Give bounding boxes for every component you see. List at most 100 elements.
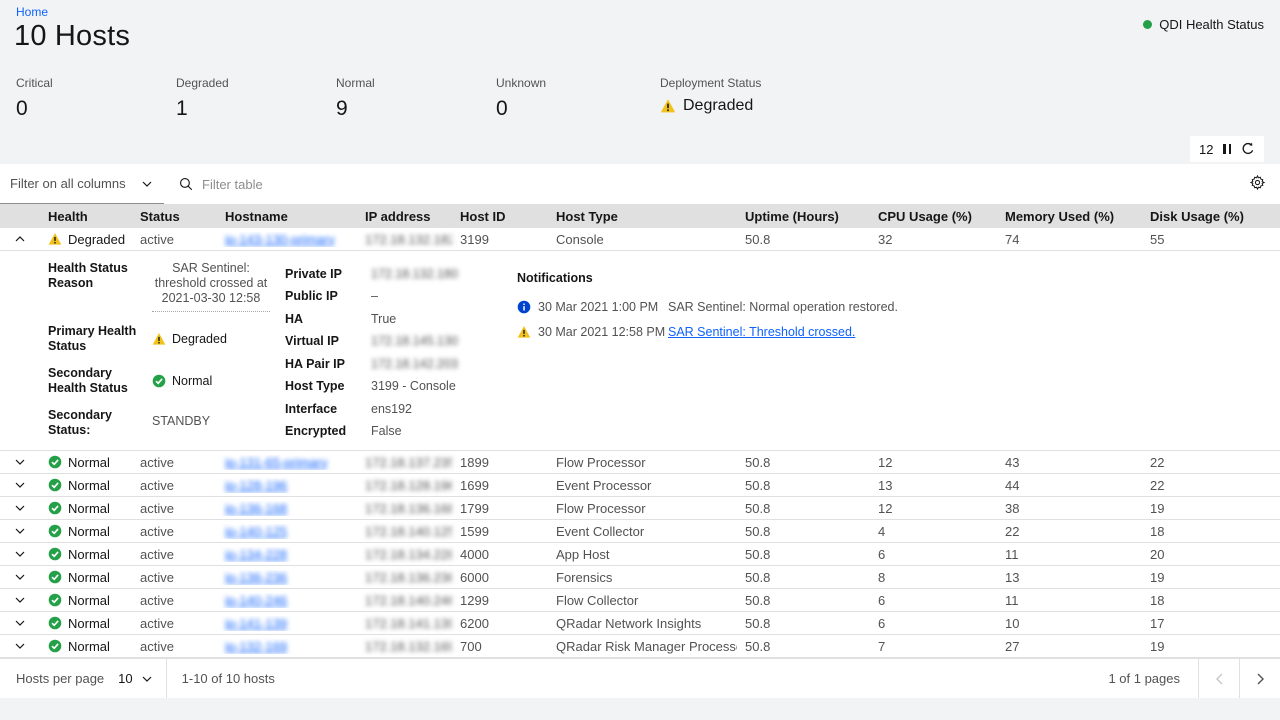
threshold-crossed-link[interactable]: SAR Sentinel: Threshold crossed. bbox=[668, 325, 856, 339]
checkmark-icon bbox=[48, 524, 62, 538]
collapse-row-button[interactable] bbox=[0, 236, 40, 242]
table-row: Normal active ip-131-65-primary 172.18.1… bbox=[0, 451, 1280, 474]
detail-public-ip: Public IP – bbox=[285, 289, 378, 304]
hostname-link[interactable]: ip-141-139 bbox=[225, 615, 288, 631]
gear-icon bbox=[1250, 175, 1265, 190]
header-hostname[interactable]: Hostname bbox=[225, 208, 288, 224]
table-row: Normal active ip-132-169 172.18.132.169 … bbox=[0, 635, 1280, 658]
ip-address: 172.18.137.235 bbox=[365, 454, 452, 470]
chevron-down-icon bbox=[15, 643, 25, 649]
expand-row-button[interactable] bbox=[0, 482, 40, 488]
chevron-down-icon bbox=[15, 482, 25, 488]
caret-right-icon bbox=[1257, 673, 1264, 684]
table-row: Normal active ip-136-168 172.18.136.168 … bbox=[0, 497, 1280, 520]
hostname-link[interactable]: ip-143-130-primary bbox=[225, 231, 335, 247]
hostname-link[interactable]: ip-136-168 bbox=[225, 500, 288, 516]
ip-address: 172.18.132.169 bbox=[365, 638, 452, 654]
detail-virtual-ip: Virtual IP 172.18.145.130 bbox=[285, 334, 458, 349]
checkmark-icon bbox=[48, 616, 62, 630]
checkmark-icon bbox=[152, 374, 166, 388]
summary-normal: Normal 9 bbox=[336, 76, 375, 120]
table-row: Normal active ip-141-139 172.18.141.139 … bbox=[0, 612, 1280, 635]
summary-unknown: Unknown 0 bbox=[496, 76, 547, 120]
ip-address: 172.18.140.246 bbox=[365, 592, 452, 608]
hostname-link[interactable]: ip-132-169 bbox=[225, 638, 288, 654]
expand-row-button[interactable] bbox=[0, 643, 40, 649]
expand-row-button[interactable] bbox=[0, 620, 40, 626]
table-toolbar: Filter on all columns bbox=[0, 164, 1280, 204]
hostname-link[interactable]: ip-128-196 bbox=[225, 477, 288, 493]
header-host-id[interactable]: Host ID bbox=[460, 208, 506, 224]
ip-address: 172.18.132.182 bbox=[365, 231, 452, 247]
expand-row-button[interactable] bbox=[0, 551, 40, 557]
expand-row-button[interactable] bbox=[0, 505, 40, 511]
detail-ha: HA True bbox=[285, 311, 397, 326]
next-page-button[interactable] bbox=[1240, 659, 1280, 698]
filter-table-input[interactable] bbox=[202, 176, 502, 192]
search-icon bbox=[180, 178, 193, 191]
expand-row-button[interactable] bbox=[0, 459, 40, 465]
checkmark-icon bbox=[48, 501, 62, 515]
green-status-dot-icon bbox=[1143, 20, 1153, 29]
table-search bbox=[164, 176, 1280, 192]
table-row: Normal active ip-140-125 172.18.140.125 … bbox=[0, 520, 1280, 543]
detail-encrypted: Encrypted False bbox=[285, 424, 402, 439]
ip-address: 172.18.128.196 bbox=[365, 477, 452, 493]
chevron-down-icon bbox=[15, 505, 25, 511]
hostname-link[interactable]: ip-131-65-primary bbox=[225, 454, 328, 470]
hosts-table: Filter on all columns Health Status Host… bbox=[0, 164, 1280, 698]
previous-page-button[interactable] bbox=[1199, 659, 1239, 698]
health-status-reason-value[interactable]: SAR Sentinel: threshold crossed at 2021-… bbox=[152, 261, 270, 312]
hostname-link[interactable]: ip-134-228 bbox=[225, 546, 288, 562]
detail-primary-health-status: Primary Health Status Degraded bbox=[48, 324, 227, 353]
table-row: Degraded active ip-143-130-primary 172.1… bbox=[0, 228, 1280, 251]
chevron-down-icon bbox=[15, 528, 25, 534]
filter-column-dropdown[interactable]: Filter on all columns bbox=[0, 164, 164, 204]
header-status[interactable]: Status bbox=[140, 208, 180, 224]
header-disk-usage[interactable]: Disk Usage (%) bbox=[1150, 208, 1244, 224]
expand-row-button[interactable] bbox=[0, 528, 40, 534]
pause-refresh-button[interactable] bbox=[1223, 144, 1232, 154]
table-settings-button[interactable] bbox=[1250, 175, 1265, 190]
header-memory-used[interactable]: Memory Used (%) bbox=[1005, 208, 1115, 224]
qdi-health-status-label: QDI Health Status bbox=[1159, 17, 1264, 32]
refresh-button[interactable] bbox=[1241, 142, 1255, 156]
detail-health-status-reason: Health Status Reason SAR Sentinel: thres… bbox=[48, 261, 283, 312]
table-row: Normal active ip-128-196 172.18.128.196 … bbox=[0, 474, 1280, 497]
ip-address: 172.18.136.168 bbox=[365, 500, 452, 516]
refresh-countdown: 12 bbox=[1199, 141, 1214, 157]
table-row: Normal active ip-136-236 172.18.136.236 … bbox=[0, 566, 1280, 589]
expand-row-button[interactable] bbox=[0, 597, 40, 603]
notifications-panel: Notifications 30 Mar 2021 1:00 PM SAR Se… bbox=[517, 271, 898, 339]
header-health[interactable]: Health bbox=[48, 208, 88, 224]
table-row: Normal active ip-140-246 172.18.140.246 … bbox=[0, 589, 1280, 612]
header-host-type[interactable]: Host Type bbox=[556, 208, 618, 224]
checkmark-icon bbox=[48, 570, 62, 584]
header-ip-address[interactable]: IP address bbox=[365, 208, 431, 224]
hostname-link[interactable]: ip-136-236 bbox=[225, 569, 288, 585]
warning-icon bbox=[152, 333, 166, 345]
ip-address: 172.18.134.228 bbox=[365, 546, 452, 562]
caret-left-icon bbox=[1215, 673, 1222, 684]
hostname-link[interactable]: ip-140-125 bbox=[225, 523, 288, 539]
chevron-down-icon bbox=[142, 181, 152, 187]
chevron-down-icon bbox=[15, 597, 25, 603]
warning-icon bbox=[517, 326, 531, 338]
per-page-select[interactable]: 10 bbox=[104, 659, 165, 698]
auto-refresh-widget: 12 bbox=[1190, 136, 1264, 162]
items-range-label: 1-10 of 10 hosts bbox=[181, 671, 275, 686]
warning-icon bbox=[660, 99, 676, 113]
qdi-health-status-link[interactable]: QDI Health Status bbox=[1143, 17, 1264, 32]
refresh-icon bbox=[1242, 142, 1254, 155]
checkmark-icon bbox=[48, 478, 62, 492]
deployment-status: Deployment Status Degraded bbox=[660, 76, 762, 114]
chevron-down-icon bbox=[15, 459, 25, 465]
checkmark-icon bbox=[48, 593, 62, 607]
ip-address: 172.18.140.125 bbox=[365, 523, 452, 539]
chevron-down-icon bbox=[15, 574, 25, 580]
breadcrumb-home[interactable]: Home bbox=[16, 5, 49, 19]
header-uptime[interactable]: Uptime (Hours) bbox=[745, 208, 839, 224]
header-cpu-usage[interactable]: CPU Usage (%) bbox=[878, 208, 972, 224]
expand-row-button[interactable] bbox=[0, 574, 40, 580]
hostname-link[interactable]: ip-140-246 bbox=[225, 592, 288, 608]
